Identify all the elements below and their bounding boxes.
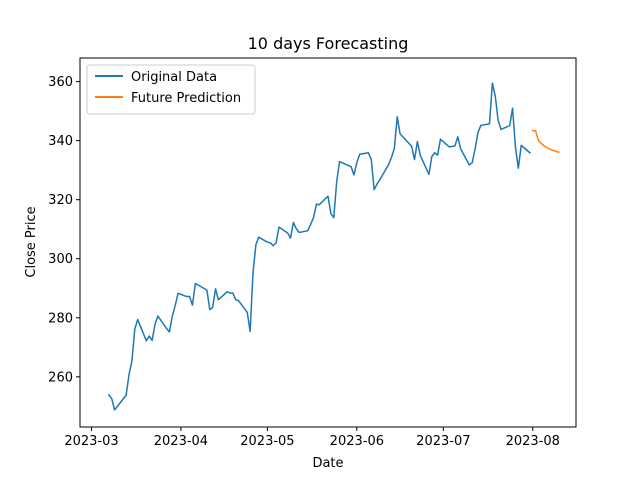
- series-line-future-prediction: [531, 129, 560, 154]
- y-tick-label: 360: [48, 75, 73, 90]
- y-tick-label: 280: [48, 311, 73, 326]
- plot-frame: [79, 57, 577, 428]
- y-tick-label: 340: [48, 134, 73, 149]
- x-tick-label: 2023-08: [506, 434, 560, 449]
- x-tick-label: 2023-03: [64, 434, 118, 449]
- chart-title: 10 days Forecasting: [248, 34, 409, 53]
- y-axis-ticks: 260 280 300 320 340 360: [48, 75, 80, 385]
- x-tick-label: 2023-05: [240, 434, 294, 449]
- x-tick-label: 2023-06: [330, 434, 384, 449]
- y-axis-label: Close Price: [24, 206, 39, 277]
- legend: Original Data Future Prediction: [86, 64, 256, 115]
- x-tick-label: 2023-07: [416, 434, 470, 449]
- y-tick-label: 300: [48, 252, 73, 267]
- legend-box: [86, 64, 256, 115]
- series-line-original-data: [107, 82, 531, 411]
- x-axis-label: Date: [312, 456, 343, 471]
- x-tick-label: 2023-04: [154, 434, 208, 449]
- legend-label-future-prediction: Future Prediction: [131, 91, 241, 106]
- plot-series: [107, 82, 560, 411]
- legend-label-original-data: Original Data: [131, 70, 217, 85]
- y-tick-label: 320: [48, 193, 73, 208]
- y-tick-label: 260: [48, 370, 73, 385]
- x-axis-ticks: 2023-03 2023-04 2023-05 2023-06 2023-07 2023-…: [64, 427, 560, 449]
